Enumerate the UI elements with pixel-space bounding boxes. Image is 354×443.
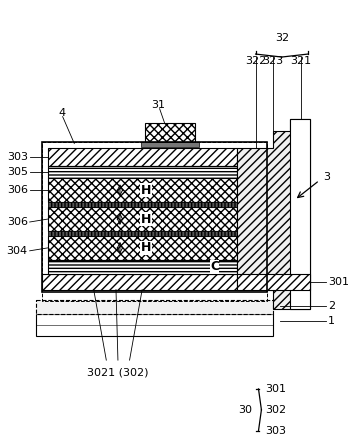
Text: 322: 322 <box>245 56 266 66</box>
Bar <box>48 178 237 202</box>
Text: 303: 303 <box>265 426 286 435</box>
Polygon shape <box>291 119 310 310</box>
Text: 2: 2 <box>328 302 336 311</box>
Text: H: H <box>141 241 152 254</box>
Text: H: H <box>141 184 152 197</box>
Text: 32: 32 <box>275 33 289 43</box>
Text: 305: 305 <box>7 167 28 177</box>
Bar <box>42 143 267 291</box>
Bar <box>35 299 273 315</box>
Text: 3021 (302): 3021 (302) <box>87 367 149 377</box>
Text: 301: 301 <box>265 384 286 394</box>
Text: 302: 302 <box>265 405 286 415</box>
Text: 1: 1 <box>328 316 335 326</box>
Bar <box>48 236 237 260</box>
Text: 30: 30 <box>238 405 252 415</box>
Text: C: C <box>210 260 219 273</box>
Bar <box>48 231 237 236</box>
Polygon shape <box>237 119 310 310</box>
Text: 306: 306 <box>7 185 28 195</box>
Bar <box>48 260 237 274</box>
Text: 321: 321 <box>291 56 312 66</box>
Text: 4: 4 <box>58 108 65 118</box>
Bar <box>141 143 199 148</box>
Text: 3: 3 <box>324 172 330 182</box>
Text: 304: 304 <box>7 246 28 256</box>
Text: 301: 301 <box>328 276 349 287</box>
Bar <box>48 207 237 231</box>
Bar <box>35 315 273 336</box>
Text: 31: 31 <box>152 100 166 110</box>
Bar <box>48 202 237 207</box>
Bar <box>237 274 310 290</box>
Bar <box>48 167 237 178</box>
Text: 303: 303 <box>7 152 28 163</box>
Text: H: H <box>141 213 152 225</box>
Bar <box>42 143 267 302</box>
Bar <box>145 123 195 143</box>
Bar <box>48 148 237 167</box>
Bar <box>42 274 267 290</box>
Text: 323: 323 <box>262 56 284 66</box>
Text: 306: 306 <box>7 217 28 227</box>
